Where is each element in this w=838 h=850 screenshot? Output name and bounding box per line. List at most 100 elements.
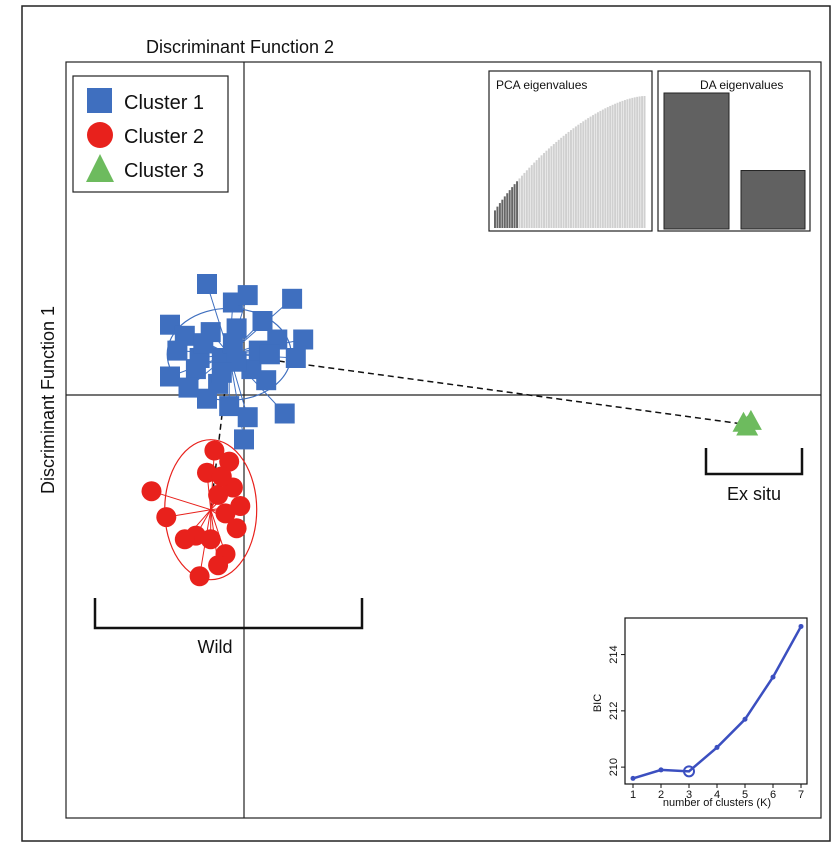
data-points [141, 274, 762, 587]
cluster-1-point [167, 340, 188, 361]
pca-bar [550, 146, 553, 228]
cluster-2-point [156, 507, 177, 528]
pca-bar [520, 175, 523, 228]
cluster-1-point [222, 333, 243, 354]
pca-bar [601, 109, 604, 228]
pca-bar [565, 133, 568, 228]
pca-bar [643, 96, 646, 228]
cluster-1-point [160, 366, 180, 387]
bic-x-label: number of clusters (K) [663, 797, 771, 809]
cluster-2-point [189, 566, 210, 587]
wild-label: Wild [198, 637, 233, 657]
bic-point [798, 623, 804, 629]
pca-bar [628, 98, 631, 228]
cluster-2-point [211, 466, 232, 487]
bic-inset-background [586, 606, 812, 814]
legend-square-marker [87, 88, 112, 113]
pca-bar [633, 97, 636, 228]
cluster-1-point [219, 396, 240, 417]
bic-x-tick-label: 4 [714, 789, 720, 801]
pca-bar [584, 119, 587, 228]
cluster-2-point [141, 481, 162, 502]
legend-entry-cluster-3: Cluster 3 [124, 160, 204, 182]
bic-points [630, 623, 804, 781]
pca-bar [543, 152, 545, 228]
pca-bar [552, 144, 555, 228]
pca-bar [508, 190, 511, 228]
centroid-link-1-3 [229, 353, 748, 426]
pca-bar [616, 102, 619, 228]
pca-bar [641, 96, 644, 229]
pca-bar [567, 131, 570, 228]
pca-bar [538, 157, 541, 228]
da-bar [663, 92, 730, 230]
pca-bar [545, 150, 548, 228]
ex-situ-bracket [704, 448, 804, 476]
x-axis-label: Discriminant Function 2 [146, 37, 334, 57]
da-bars [663, 92, 806, 230]
pca-bar [528, 167, 531, 228]
bic-selected-point [683, 765, 695, 778]
cluster-1-point [285, 348, 306, 368]
cluster-2-point [200, 529, 221, 550]
pca-bar [606, 107, 609, 228]
pca-bar [513, 184, 516, 228]
cluster-1-point [259, 344, 280, 365]
bic-point [658, 767, 664, 773]
da-bar [740, 170, 806, 230]
wild-bracket [93, 598, 364, 630]
pca-bar [614, 103, 617, 228]
cluster-1-point [197, 388, 217, 409]
pca-bar [638, 96, 641, 228]
da-inset-title: DA eigenvalues [700, 78, 783, 92]
bic-y-label: BIC [592, 694, 604, 712]
bic-y-tick-label: 214 [608, 645, 620, 663]
pca-bar [518, 178, 521, 228]
pca-bar [562, 135, 565, 228]
pca-bar [496, 206, 499, 228]
cluster-2-point [215, 503, 236, 524]
pca-bar [623, 100, 626, 228]
pca-bar [557, 139, 560, 228]
pca-bar [604, 108, 607, 228]
outer-frame [21, 5, 831, 842]
pca-bar [570, 130, 572, 228]
pca-bar [506, 193, 509, 228]
bic-x-tick-label: 7 [798, 789, 804, 801]
cluster-1-point [178, 377, 199, 398]
legend-entry-cluster-2: Cluster 2 [124, 126, 204, 148]
cluster-2-point [174, 529, 195, 550]
pca-bar [621, 100, 624, 228]
pca-bar [599, 110, 602, 228]
cluster-2-point [208, 555, 229, 576]
y-axis-label: Discriminant Function 1 [38, 306, 58, 494]
cluster-2-point [230, 496, 251, 516]
ex-situ-label: Ex situ [727, 484, 781, 504]
pca-bar [516, 181, 519, 228]
pca-bar [547, 148, 550, 228]
pca-bar [503, 196, 506, 228]
legend-circle-marker [87, 122, 113, 148]
bic-ticks: 1 2 3 4 5 6 7 210 212 214 [608, 645, 804, 801]
pca-bar [611, 104, 614, 228]
pca-bar [574, 126, 577, 228]
pca-bar [572, 128, 575, 228]
bic-x-tick-label: 6 [770, 789, 776, 801]
pca-bar [533, 162, 536, 228]
pca-bar [577, 124, 580, 228]
da-eigenvalues-inset: DA eigenvalues [657, 70, 811, 232]
bic-x-tick-label: 1 [630, 789, 636, 801]
pca-bar [626, 99, 629, 228]
bic-plot-frame [624, 617, 808, 785]
pca-bar [525, 170, 528, 228]
bic-point [714, 744, 720, 750]
bic-x-tick-label: 2 [658, 789, 664, 801]
pca-bar [631, 97, 634, 229]
pca-bar [589, 116, 592, 228]
cluster-1-point [293, 329, 314, 350]
pca-bar [501, 199, 504, 228]
centroid-link-1-2 [209, 354, 230, 510]
cluster-2-spoke [151, 490, 211, 511]
bic-y-tick-label: 210 [608, 758, 620, 776]
